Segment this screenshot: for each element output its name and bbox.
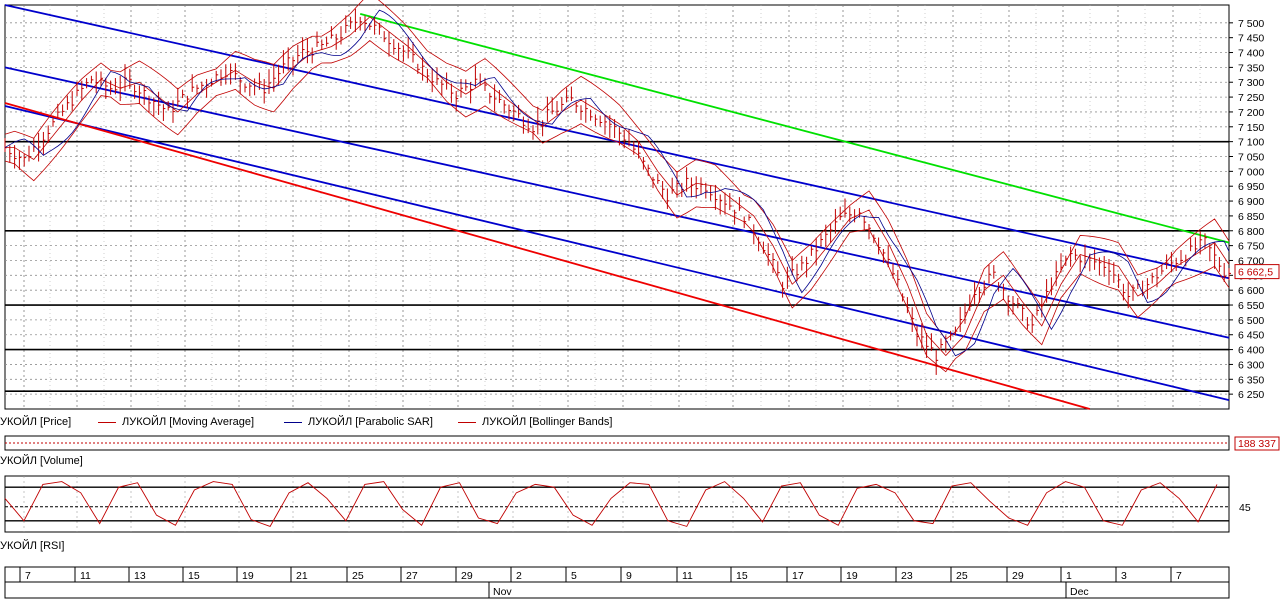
x-day-label: 25 (956, 570, 968, 582)
y-tick-label: 7 150 (1238, 122, 1264, 134)
y-tick-label: 6 250 (1238, 389, 1264, 401)
rsi-plot-area (4, 475, 1230, 533)
y-tick-label: 7 500 (1238, 18, 1264, 30)
rsi-tick-label: 45 (1239, 502, 1251, 514)
x-day-label: 3 (1121, 570, 1127, 582)
legend-label-ma: ЛУКОЙЛ [Moving Average] (122, 416, 255, 428)
x-day-label: 7 (1176, 570, 1182, 582)
volume-chart[interactable]: 188 337 (0, 434, 1282, 452)
legend-item-price: УКОЙЛ [Price] (0, 416, 71, 428)
trend-line-red-channel (4, 102, 1091, 410)
y-tick-label: 6 500 (1238, 315, 1264, 327)
x-month-label: Dec (1070, 586, 1089, 598)
x-day-label: 13 (134, 570, 146, 582)
y-tick-label: 6 300 (1238, 359, 1264, 371)
legend-label-sar: ЛУКОЙЛ [Parabolic SAR] (308, 416, 433, 428)
x-day-label: 27 (406, 570, 418, 582)
x-axis: 7 11 13 15 19 21 25 27 29 2 5 9 11 15 17 19 23 25 29 1 3 7 Nov… (0, 566, 1282, 600)
x-day-label: 17 (792, 570, 804, 582)
bollinger-upper (4, 0, 1230, 340)
rsi-line (4, 481, 1218, 527)
price-plot-area (4, 4, 1230, 410)
rsi-legend: УКОЙЛ [RSI] (0, 540, 200, 554)
price-chart[interactable]: 7 500 7 450 7 400 7 350 7 300 7 250 7 200 7 150… (0, 0, 1282, 412)
x-day-label: 29 (1012, 570, 1024, 582)
x-day-label: 7 (25, 570, 31, 582)
x-day-label: 11 (682, 570, 693, 582)
price-legend: УКОЙЛ [Price] ЛУКОЙЛ [Moving Average] ЛУ… (0, 416, 1282, 430)
y-tick-label: 6 850 (1238, 211, 1264, 223)
x-day-label: 29 (461, 570, 473, 582)
y-tick-label: 6 550 (1238, 300, 1264, 312)
legend-item-ma: ЛУКОЙЛ [Moving Average] (98, 416, 254, 428)
y-tick-label: 7 350 (1238, 62, 1264, 74)
trend-line-blue-channel-2 (4, 66, 1230, 339)
legend-label-bb: ЛУКОЙЛ [Bollinger Bands] (482, 416, 613, 428)
x-day-label: 15 (736, 570, 748, 582)
moving-average (5, 16, 1230, 357)
parabolic-sar (4, 9, 1230, 357)
trend-line-blue-channel-3 (4, 105, 1230, 401)
x-day-label: 5 (571, 570, 577, 582)
price-pane[interactable]: 7 500 7 450 7 400 7 350 7 300 7 250 7 200 7 150… (0, 0, 1282, 412)
volume-value-label: 188 337 (1238, 438, 1276, 450)
volume-pane[interactable]: 188 337 (0, 434, 1282, 452)
x-day-label: 19 (846, 570, 858, 582)
y-tick-label: 6 750 (1238, 241, 1264, 253)
y-tick-label: 7 400 (1238, 48, 1264, 60)
trend-line-green-trend (359, 13, 1230, 244)
rsi-chart[interactable]: 45 (0, 474, 1282, 536)
bollinger-lower (4, 40, 1230, 373)
y-tick-label: 6 450 (1238, 330, 1264, 342)
x-day-label: 2 (516, 570, 522, 582)
last-value-box (1234, 264, 1280, 280)
y-tick-label: 6 900 (1238, 196, 1264, 208)
x-day-label: 19 (242, 570, 254, 582)
last-value-label: 6 662,5 (1238, 267, 1273, 279)
y-tick-label: 6 600 (1238, 285, 1264, 297)
y-tick-label: 6 800 (1238, 226, 1264, 238)
y-tick-label: 7 000 (1238, 166, 1264, 178)
y-tick-label: 7 050 (1238, 152, 1264, 164)
y-tick-label: 6 950 (1238, 181, 1264, 193)
volume-legend: УКОЙЛ [Volume] (0, 455, 200, 469)
x-day-label: 25 (352, 570, 364, 582)
legend-item-bb: ЛУКОЙЛ [Bollinger Bands] (458, 416, 612, 428)
x-day-label: 21 (296, 570, 308, 582)
legend-item-sar: ЛУКОЙЛ [Parabolic SAR] (284, 416, 433, 428)
x-day-label: 9 (626, 570, 632, 582)
legend-label-price: УКОЙЛ [Price] (0, 416, 72, 428)
rsi-pane[interactable]: 45 (0, 474, 1282, 536)
y-tick-label: 7 300 (1238, 77, 1264, 89)
x-day-label: 11 (80, 570, 91, 582)
x-day-label: 23 (901, 570, 913, 582)
y-tick-label: 7 450 (1238, 33, 1264, 45)
y-tick-label: 7 100 (1238, 137, 1264, 149)
x-month-label: Nov (493, 586, 512, 598)
y-tick-label: 7 200 (1238, 107, 1264, 119)
x-day-label: 15 (188, 570, 200, 582)
x-axis-svg: 7 11 13 15 19 21 25 27 29 2 5 9 11 15 17 19 23 25 29 1 3 7Nov… (4, 566, 1230, 599)
y-tick-label: 7 250 (1238, 92, 1264, 104)
legend-label-rsi: УКОЙЛ [RSI] (0, 540, 65, 552)
y-tick-label: 6 400 (1238, 345, 1264, 357)
x-day-label: 1 (1066, 570, 1072, 582)
y-tick-label: 6 350 (1238, 374, 1264, 386)
legend-label-volume: УКОЙЛ [Volume] (0, 455, 83, 467)
volume-value-box (1234, 436, 1280, 451)
